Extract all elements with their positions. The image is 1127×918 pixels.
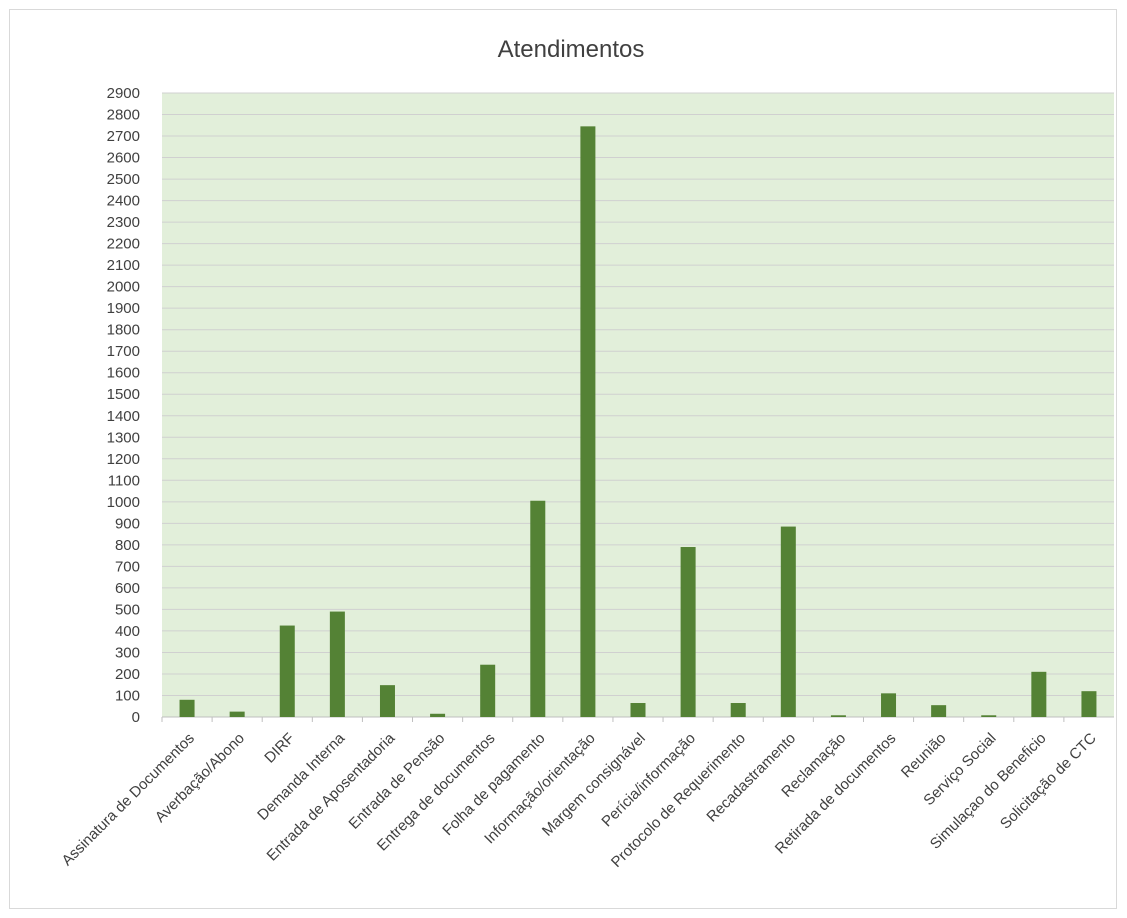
y-tick-label: 100 [115, 687, 140, 704]
bar [430, 713, 446, 717]
bar [329, 611, 345, 717]
y-tick-label: 1400 [107, 408, 140, 425]
y-tick-label: 0 [132, 709, 140, 726]
x-tick-label: Reunião [898, 730, 950, 782]
y-tick-label: 200 [115, 666, 140, 683]
y-tick-label: 1800 [107, 322, 140, 339]
bar [1031, 671, 1047, 717]
bar [379, 685, 395, 717]
y-tick-label: 2000 [107, 279, 140, 296]
y-tick-label: 1600 [107, 365, 140, 382]
bar [680, 547, 696, 717]
y-tick-label: 700 [115, 558, 140, 575]
plot-background [162, 93, 1114, 717]
y-tick-label: 1200 [107, 451, 140, 468]
y-tick-label: 600 [115, 580, 140, 597]
x-tick-label: Solicitação de CTC [997, 730, 1100, 833]
bar [580, 126, 596, 717]
plot-area: 0 100 200 300 400 500 600 700 800 900 1000 1100 1200… [59, 85, 1114, 871]
bar [480, 664, 496, 717]
bar [530, 500, 546, 717]
bar [931, 705, 947, 717]
y-tick-label: 1900 [107, 300, 140, 317]
bar [630, 703, 646, 717]
y-tick-label: 2600 [107, 150, 140, 167]
bar [279, 625, 295, 717]
y-tick-label: 2700 [107, 128, 140, 145]
bar [780, 526, 796, 717]
y-tick-label: 2900 [107, 85, 140, 102]
x-tick-label: Averbação/Abono [152, 730, 248, 826]
y-tick-label: 1000 [107, 494, 140, 511]
x-tick-label: Entrada de Pensão [346, 730, 449, 833]
bar [1081, 691, 1097, 717]
y-tick-label: 900 [115, 515, 140, 532]
x-tick-label: Recadastramento [703, 730, 799, 826]
y-tick-label: 1100 [108, 472, 140, 489]
y-tick-label: 2800 [107, 107, 140, 124]
y-tick-label: 2100 [107, 257, 140, 274]
bar [830, 715, 846, 717]
y-tick-label: 1700 [107, 343, 140, 360]
x-tick-label: Perícia/informação [598, 730, 698, 830]
y-tick-label: 2500 [107, 171, 140, 188]
y-tick-label: 300 [115, 644, 140, 661]
bar [229, 711, 245, 717]
y-tick-label: 2200 [107, 236, 140, 253]
y-tick-label: 800 [115, 537, 140, 554]
y-tick-label: 2400 [107, 193, 140, 210]
y-tick-label: 1500 [107, 386, 140, 403]
bar [730, 703, 746, 717]
bar [981, 715, 997, 717]
y-tick-label: 1300 [107, 429, 140, 446]
y-tick-label: 2300 [107, 214, 140, 231]
chart-title: Atendimentos [498, 36, 645, 63]
bar [179, 699, 195, 717]
x-tick-label: Demanda Interna [254, 729, 348, 823]
bar [881, 693, 897, 717]
y-tick-label: 400 [115, 623, 140, 640]
x-tick-label: DIRF [261, 730, 298, 767]
y-tick-label: 500 [115, 601, 140, 618]
